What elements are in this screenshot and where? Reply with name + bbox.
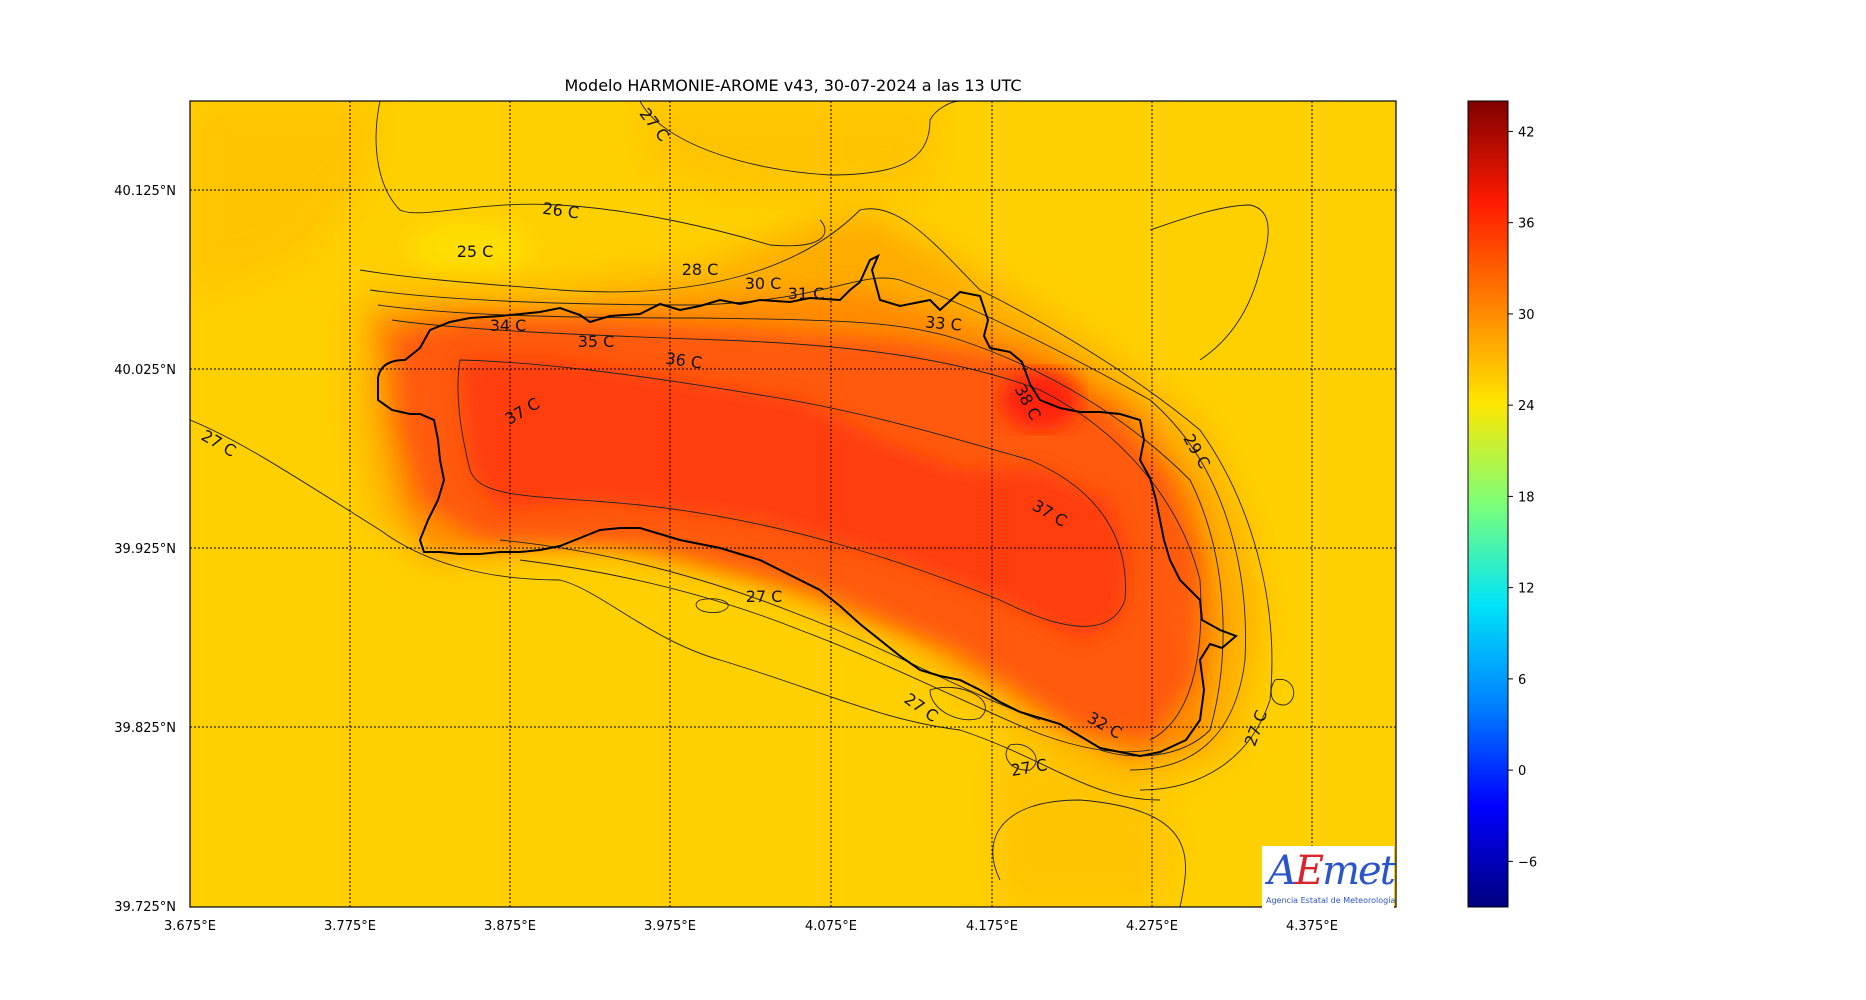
y-tick-label: 40.025°N — [114, 363, 176, 378]
contour-label: 35 C — [578, 332, 615, 351]
x-tick-label: 3.975°E — [644, 919, 696, 934]
y-tick-label: 39.925°N — [114, 542, 176, 557]
sea-patch-warm — [640, 101, 940, 200]
colorbar-gradient — [1467, 100, 1509, 908]
contour-line — [639, 101, 961, 176]
contour-line — [929, 686, 986, 721]
coastline — [377, 253, 1238, 758]
colorbar-tick-label: 12 — [1518, 582, 1535, 597]
contour-label: 27 C — [746, 587, 783, 606]
logo-subtitle: Agencia Estatal de Meteorología — [1266, 896, 1396, 905]
map-title: Modelo HARMONIE-AROME v43, 30-07-2024 a … — [564, 76, 1022, 95]
x-axis-ticks: 3.675°E 3.775°E 3.875°E 3.975°E 4.075°E … — [164, 919, 1338, 934]
colorbar-tick-label: 36 — [1518, 217, 1535, 232]
y-tick-label: 40.125°N — [114, 184, 176, 199]
contour-line — [377, 304, 1224, 757]
contour-line — [992, 799, 1186, 907]
plot-frame — [189, 100, 1397, 908]
x-tick-label: 3.875°E — [484, 919, 536, 934]
contour-label: 36 C — [664, 349, 703, 373]
contour-line — [1149, 204, 1269, 361]
contour-line — [457, 359, 1126, 627]
logo-wordmark: AEmet — [1268, 846, 1396, 896]
contour-line — [695, 598, 729, 613]
contour-line — [1270, 678, 1295, 706]
contour-label: 30 C — [745, 274, 782, 293]
contour-line — [369, 277, 1246, 771]
contour-line — [359, 208, 1273, 791]
colorbar-tick-label: 30 — [1518, 308, 1535, 323]
colorbar-tick-label: 42 — [1518, 125, 1535, 140]
contour-label: 25 C — [457, 242, 494, 261]
sea-patch-warm — [190, 101, 380, 300]
x-tick-label: 4.375°E — [1286, 919, 1338, 934]
x-tick-label: 4.075°E — [805, 919, 857, 934]
colorbar-tick-label: 0 — [1518, 764, 1526, 779]
y-tick-label: 39.825°N — [114, 721, 176, 736]
aemet-logo: AEmet Agencia Estatal de Meteorología — [1262, 846, 1396, 908]
temperature-field: 27 C 26 C 25 C 28 C 30 C 31 C 34 C 35 C 36 C 33 C… — [190, 101, 1396, 907]
colorbar-tick-label: −6 — [1518, 855, 1537, 870]
x-tick-label: 3.675°E — [164, 919, 216, 934]
colorbar: 42 36 30 24 18 12 6 0 −6 — [1467, 100, 1537, 908]
logo-letter-a: A — [1268, 848, 1297, 894]
contour-label: 34 C — [490, 316, 527, 335]
contour-line — [375, 101, 826, 247]
contour-line — [1005, 743, 1037, 771]
graticule — [190, 101, 1396, 907]
sea-patch-warm — [990, 750, 1180, 907]
contour-line — [499, 539, 1041, 721]
colorbar-tick-label: 24 — [1518, 399, 1535, 414]
contour-label: 33 C — [924, 312, 962, 334]
contour-line — [519, 559, 1151, 753]
x-tick-label: 4.175°E — [966, 919, 1018, 934]
colorbar-ticks: 42 36 30 24 18 12 6 0 −6 — [1508, 125, 1537, 870]
y-axis-ticks: 40.125°N 40.025°N 39.925°N 39.825°N 39.7… — [114, 184, 176, 915]
colorbar-tick-label: 18 — [1518, 490, 1535, 505]
logo-letters-met: met — [1322, 848, 1396, 894]
contour-lines — [190, 101, 1295, 907]
x-tick-label: 3.775°E — [324, 919, 376, 934]
colorbar-tick-label: 6 — [1518, 673, 1526, 688]
logo-letter-e: E — [1294, 848, 1324, 894]
land-hot — [460, 360, 1130, 640]
cool-patch — [410, 222, 530, 278]
x-tick-label: 4.275°E — [1126, 919, 1178, 934]
contour-label: 31 C — [788, 284, 825, 303]
contour-line — [190, 419, 1161, 801]
y-tick-label: 39.725°N — [114, 900, 176, 915]
contour-label: 26 C — [541, 199, 580, 223]
contour-label: 28 C — [682, 260, 719, 279]
